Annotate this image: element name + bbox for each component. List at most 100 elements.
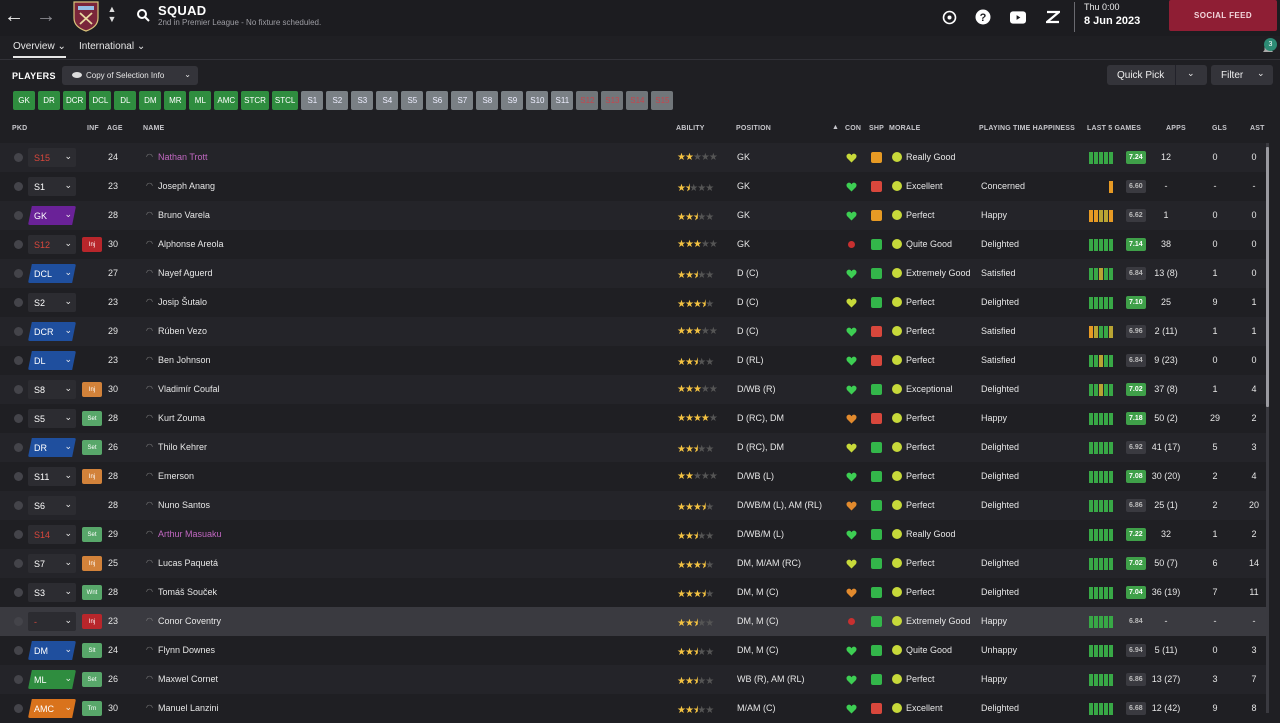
col-gls[interactable]: GLS: [1212, 125, 1227, 132]
selection-chip-s10[interactable]: S10: [526, 91, 549, 110]
pkd-dropdown[interactable]: AMC ⌄: [28, 699, 76, 718]
col-age[interactable]: AGE: [107, 125, 123, 132]
row-select-checkbox[interactable]: [14, 472, 23, 481]
zendesk-icon[interactable]: [1045, 9, 1061, 25]
row-select-checkbox[interactable]: [14, 414, 23, 423]
pkd-dropdown[interactable]: ML ⌄: [28, 670, 76, 689]
row-select-checkbox[interactable]: [14, 182, 23, 191]
col-con[interactable]: CON: [845, 125, 862, 132]
selection-chip-s14[interactable]: S14: [626, 91, 649, 110]
table-row[interactable]: S1 ⌄ 23 ◠ Joseph Anang ★⯨★★★ GK Excellent Concer…: [0, 172, 1266, 201]
tab-international[interactable]: International ⌄: [79, 41, 146, 52]
selection-chip-dcl[interactable]: DCL: [89, 91, 112, 110]
date-display[interactable]: Thu 0:00 8 Jun 2023: [1074, 2, 1140, 32]
col-apps[interactable]: APPS: [1166, 125, 1186, 132]
row-select-checkbox[interactable]: [14, 240, 23, 249]
player-name[interactable]: Tomáš Souček: [158, 587, 218, 597]
table-row[interactable]: S3 ⌄ Wnt 28 ◠ Tomáš Souček ★★★⯨★ DM, M (C) Perfe…: [0, 578, 1266, 607]
col-morale[interactable]: MORALE: [889, 125, 921, 132]
player-name[interactable]: Kurt Zouma: [158, 413, 206, 423]
player-name[interactable]: Rúben Vezo: [158, 326, 208, 336]
pkd-dropdown[interactable]: DM ⌄: [28, 641, 76, 660]
table-row[interactable]: S8 ⌄ Inj 30 ◠ Vladimír Coufal ★★★★★ D/WB (R) Exc…: [0, 375, 1266, 404]
back-arrow-icon[interactable]: ←: [4, 5, 24, 27]
player-name[interactable]: Alphonse Areola: [158, 239, 224, 249]
col-ast[interactable]: AST: [1250, 125, 1265, 132]
pkd-dropdown[interactable]: - ⌄: [28, 612, 76, 631]
selection-chip-s1[interactable]: S1: [301, 91, 324, 110]
pkd-dropdown[interactable]: S14 ⌄: [28, 525, 76, 544]
table-row[interactable]: S2 ⌄ 23 ◠ Josip Šutalo ★★★⯨★ D (C) Perfect Delig…: [0, 288, 1266, 317]
player-name[interactable]: Conor Coventry: [158, 616, 222, 626]
col-pkd[interactable]: PKD: [12, 125, 28, 132]
copy-selection-dropdown[interactable]: Copy of Selection Info ⌄: [62, 66, 198, 85]
selection-chip-s5[interactable]: S5: [401, 91, 424, 110]
table-row[interactable]: S11 ⌄ Inj 28 ◠ Emerson ★★★★★ D/WB (L) Perfect Del…: [0, 462, 1266, 491]
table-row[interactable]: S6 ⌄ 28 ◠ Nuno Santos ★★★⯨★ D/WB/M (L), AM (RL…: [0, 491, 1266, 520]
scrollbar-thumb[interactable]: [1266, 147, 1269, 407]
row-select-checkbox[interactable]: [14, 704, 23, 713]
table-row[interactable]: ML ⌄ Set 26 ◠ Maxwel Cornet ★★⯨★★ WB (R), AM (R…: [0, 665, 1266, 694]
club-switch-icon[interactable]: ▲ ▼: [107, 4, 117, 24]
selection-chip-stcl[interactable]: STCL: [271, 91, 299, 110]
player-name[interactable]: Flynn Downes: [158, 645, 216, 655]
football-icon[interactable]: [941, 9, 957, 25]
row-select-checkbox[interactable]: [14, 501, 23, 510]
row-select-checkbox[interactable]: [14, 153, 23, 162]
row-select-checkbox[interactable]: [14, 269, 23, 278]
player-name[interactable]: Nuno Santos: [158, 500, 211, 510]
selection-chip-s12[interactable]: S12: [576, 91, 599, 110]
col-shp[interactable]: SHP: [869, 125, 884, 132]
table-row[interactable]: - ⌄ Inj 23 ◠ Conor Coventry ★★⯨★★ DM, M (C) Extr…: [0, 607, 1266, 636]
selection-chip-dm[interactable]: DM: [139, 91, 162, 110]
club-crest-icon[interactable]: [72, 0, 100, 32]
pkd-dropdown[interactable]: S5 ⌄: [28, 409, 76, 428]
pkd-dropdown[interactable]: S3 ⌄: [28, 583, 76, 602]
col-position[interactable]: POSITION: [736, 125, 772, 132]
table-row[interactable]: GK ⌄ 28 ◠ Bruno Varela ★★⯨★★ GK Perfect Happy 6.6…: [0, 201, 1266, 230]
player-name[interactable]: Bruno Varela: [158, 210, 210, 220]
row-select-checkbox[interactable]: [14, 356, 23, 365]
row-select-checkbox[interactable]: [14, 385, 23, 394]
table-row[interactable]: DL ⌄ 23 ◠ Ben Johnson ★★⯨★★ D (RL) Perfect Satis…: [0, 346, 1266, 375]
selection-chip-dl[interactable]: DL: [114, 91, 137, 110]
selection-chip-s8[interactable]: S8: [476, 91, 499, 110]
selection-chip-dcr[interactable]: DCR: [63, 91, 87, 110]
pkd-dropdown[interactable]: S15 ⌄: [28, 148, 76, 167]
table-row[interactable]: S5 ⌄ Set 28 ◠ Kurt Zouma ★★★★★ D (RC), DM Perfec…: [0, 404, 1266, 433]
player-name[interactable]: Arthur Masuaku: [158, 529, 222, 539]
row-select-checkbox[interactable]: [14, 530, 23, 539]
selection-chip-gk[interactable]: GK: [13, 91, 35, 110]
player-name[interactable]: Josip Šutalo: [158, 297, 208, 307]
table-row[interactable]: AMC ⌄ Trn 30 ◠ Manuel Lanzini ★★⯨★★ M/AM (C) Exc…: [0, 694, 1266, 723]
pkd-dropdown[interactable]: S1 ⌄: [28, 177, 76, 196]
youtube-icon[interactable]: [1010, 9, 1026, 25]
col-name[interactable]: NAME: [143, 125, 165, 132]
pkd-dropdown[interactable]: DR ⌄: [28, 438, 76, 457]
table-row[interactable]: DCL ⌄ 27 ◠ Nayef Aguerd ★★⯨★★ D (C) Extremely G…: [0, 259, 1266, 288]
selection-chip-s9[interactable]: S9: [501, 91, 524, 110]
filter-button[interactable]: Filter ⌄: [1211, 65, 1273, 85]
table-row[interactable]: DCR ⌄ 29 ◠ Rúben Vezo ★★★★★ D (C) Perfect Satisf…: [0, 317, 1266, 346]
pkd-dropdown[interactable]: DCL ⌄: [28, 264, 76, 283]
col-ability[interactable]: ABILITY: [676, 125, 705, 132]
row-select-checkbox[interactable]: [14, 675, 23, 684]
selection-chip-s7[interactable]: S7: [451, 91, 474, 110]
player-name[interactable]: Maxwel Cornet: [158, 674, 219, 684]
social-feed-button[interactable]: SOCIAL FEED: [1169, 0, 1277, 31]
col-last-5-games[interactable]: LAST 5 GAMES: [1087, 125, 1142, 132]
pkd-dropdown[interactable]: S7 ⌄: [28, 554, 76, 573]
row-select-checkbox[interactable]: [14, 211, 23, 220]
player-name[interactable]: Ben Johnson: [158, 355, 211, 365]
player-name[interactable]: Thilo Kehrer: [158, 442, 208, 452]
table-row[interactable]: S7 ⌄ Inj 25 ◠ Lucas Paquetá ★★★⯨★ DM, M/AM (RC)…: [0, 549, 1266, 578]
pkd-dropdown[interactable]: S8 ⌄: [28, 380, 76, 399]
search-icon[interactable]: [136, 8, 150, 22]
pkd-dropdown[interactable]: DL ⌄: [28, 351, 76, 370]
pkd-dropdown[interactable]: S2 ⌄: [28, 293, 76, 312]
pkd-dropdown[interactable]: S12 ⌄: [28, 235, 76, 254]
row-select-checkbox[interactable]: [14, 646, 23, 655]
row-select-checkbox[interactable]: [14, 588, 23, 597]
chevron-down-icon[interactable]: ⌄: [1187, 68, 1195, 78]
selection-chip-s3[interactable]: S3: [351, 91, 374, 110]
